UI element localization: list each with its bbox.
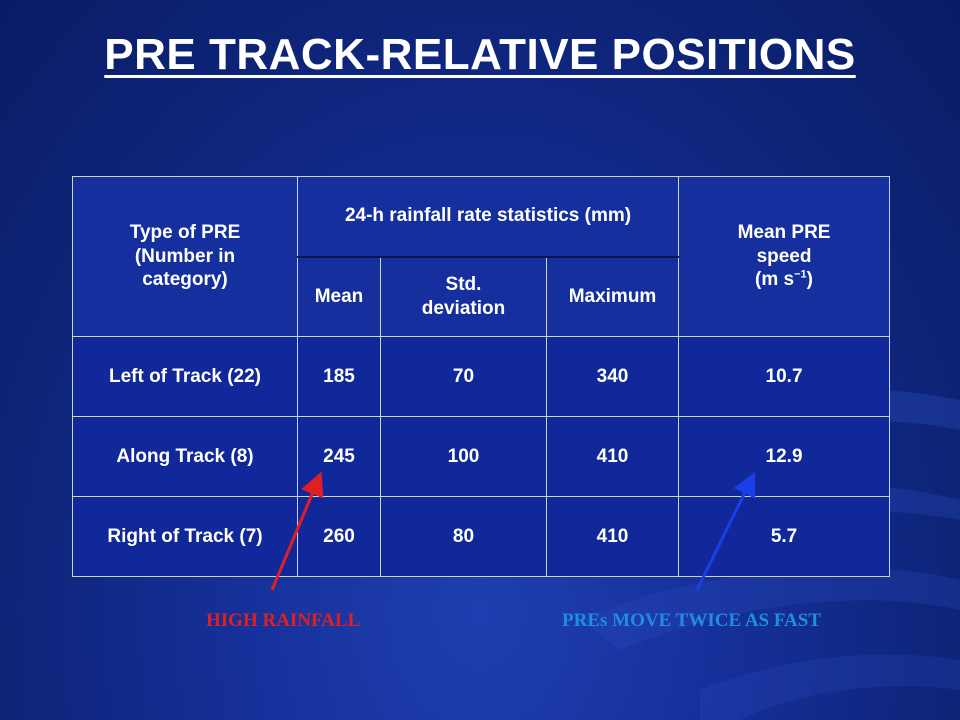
row-mean: 260 [297,496,381,577]
row-type: Along Track (8) [72,416,298,497]
row-speed: 12.9 [678,416,891,497]
subheader-maximum: Maximum [545,255,680,337]
table-row: Along Track (8) 245 100 410 12.9 [72,416,891,497]
statistics-table: Type of PRE (Number in category) 24-h ra… [72,176,891,577]
header-rainfall-stats: 24-h rainfall rate statistics (mm) [296,176,680,257]
table-row: Left of Track (22) 185 70 340 10.7 [72,336,891,417]
row-std: 70 [380,336,547,417]
page-title: PRE TRACK-RELATIVE POSITIONS [104,30,856,79]
move-twice-fast-label: PREs MOVE TWICE AS FAST [562,610,822,631]
row-std: 80 [380,496,547,577]
high-rainfall-label: HIGH RAINFALL [206,610,361,631]
row-max: 410 [545,416,680,497]
row-mean: 185 [297,336,381,417]
row-max: 340 [545,336,680,417]
subheader-std-deviation: Std. deviation [380,255,547,337]
row-type: Left of Track (22) [72,336,298,417]
row-std: 100 [380,416,547,497]
red-arrow [270,471,324,591]
header-type-of-pre: Type of PRE (Number in category) [72,176,298,337]
row-max: 410 [545,496,680,577]
row-speed: 5.7 [678,496,891,577]
row-type: Right of Track (7) [72,496,298,577]
subheader-mean: Mean [297,255,381,337]
header-mean-speed: Mean PRE speed (m s−1) [678,176,891,337]
table-row: Right of Track (7) 260 80 410 5.7 [72,496,891,577]
blue-arrow [695,471,756,591]
row-speed: 10.7 [678,336,891,417]
